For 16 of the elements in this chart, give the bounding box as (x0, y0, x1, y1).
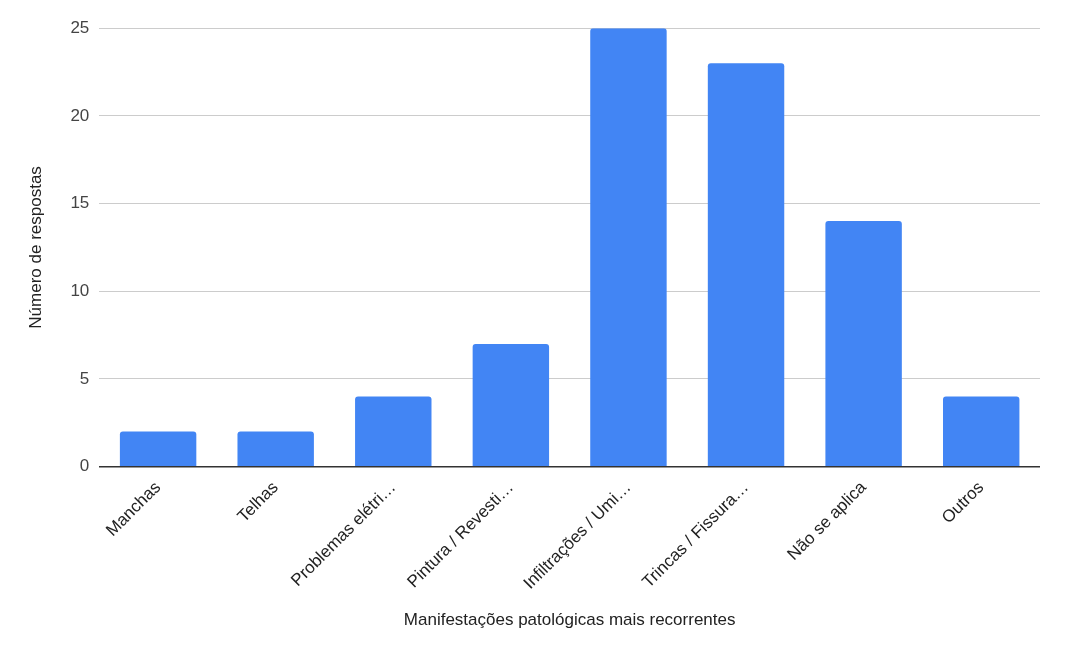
y-tick-label: 5 (79, 368, 90, 388)
x-axis-title: Manifestações patológicas mais recorrentes (403, 610, 736, 630)
bar (942, 396, 1020, 466)
y-tick-label: 20 (70, 105, 90, 125)
bar (825, 221, 902, 466)
bar (590, 28, 667, 466)
bar (472, 343, 550, 466)
bar (355, 396, 432, 466)
bar (707, 63, 785, 466)
y-tick-label: 15 (70, 193, 90, 213)
y-tick-label: 0 (79, 456, 90, 476)
bar (119, 431, 197, 466)
y-axis-title: Número de respostas (25, 166, 45, 329)
bar (237, 431, 314, 466)
y-tick-label: 25 (70, 17, 90, 37)
y-tick-label: 10 (70, 280, 90, 300)
